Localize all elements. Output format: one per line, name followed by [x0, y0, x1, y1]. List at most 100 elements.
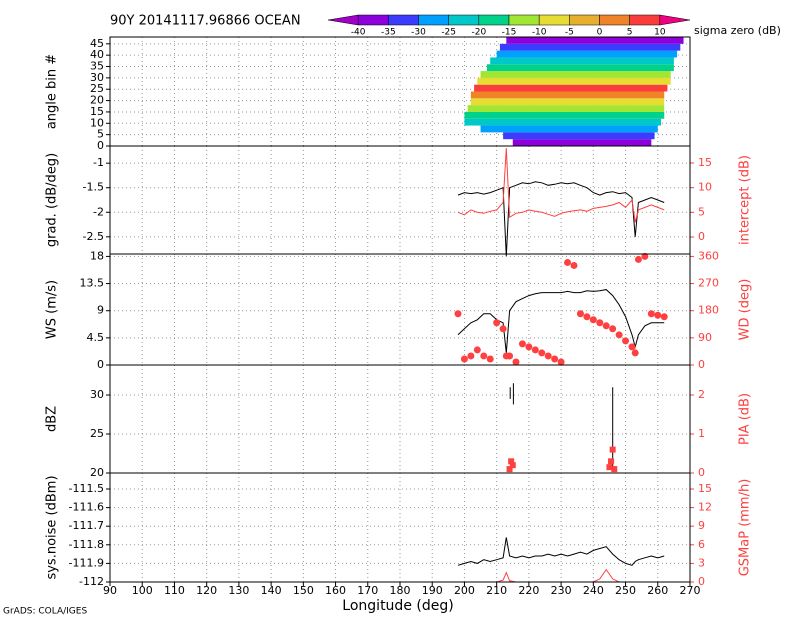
- y2-tick-label: 0: [698, 575, 705, 588]
- x-tick-label: 160: [325, 584, 346, 597]
- x-tick-label: 190: [422, 584, 443, 597]
- x-tick-label: 140: [261, 584, 282, 597]
- y-tick-label: 5: [97, 128, 104, 141]
- series-point: [622, 337, 630, 345]
- series-line: [457, 181, 665, 257]
- heat-cell: [480, 125, 658, 133]
- y-tick-label: 20: [90, 466, 104, 479]
- heat-cell: [474, 84, 668, 92]
- y-tick-label: 35: [90, 60, 104, 73]
- colorbar-label: -35: [381, 28, 396, 38]
- series-point: [518, 340, 526, 348]
- series-point: [512, 358, 520, 366]
- series-line: [457, 289, 665, 353]
- heat-cell: [464, 118, 661, 126]
- series-point: [589, 316, 597, 324]
- colorbar-box: [629, 14, 661, 26]
- y2-tick-label: 15: [698, 482, 712, 495]
- x-axis-label: Longitude (deg): [342, 598, 453, 614]
- colorbar-label: 10: [654, 28, 666, 38]
- x-tick-label: 220: [518, 584, 539, 597]
- heat-cell: [503, 132, 655, 140]
- y-tick-label: -111.6: [69, 501, 104, 514]
- series-point: [609, 446, 616, 453]
- series-point: [525, 343, 533, 351]
- series-point: [531, 346, 539, 354]
- y-tick-label: 15: [90, 105, 104, 118]
- x-tick-label: 260: [647, 584, 668, 597]
- y2-axis-label: intercept (dB): [738, 155, 753, 245]
- y2-axis-label: GSMaP (mm/h): [738, 479, 753, 577]
- series-point: [654, 311, 662, 319]
- x-tick-label: 130: [228, 584, 249, 597]
- y2-tick-label: 12: [698, 501, 712, 514]
- y-tick-label: -2.5: [83, 230, 104, 243]
- series-point: [615, 331, 623, 339]
- x-tick-label: 90: [103, 584, 117, 597]
- y2-axis-label: PIA (dB): [738, 393, 753, 445]
- colorbar-label: -30: [411, 28, 426, 38]
- x-tick-label: 120: [196, 584, 217, 597]
- y-tick-label: 25: [90, 427, 104, 440]
- colorbar-label: -40: [351, 28, 366, 38]
- x-tick-label: 170: [357, 584, 378, 597]
- colorbar-box: [418, 14, 449, 26]
- series-point: [454, 310, 462, 318]
- series-point: [606, 464, 613, 471]
- series-point: [641, 252, 649, 260]
- y-axis-label: angle bin #: [45, 54, 60, 129]
- x-tick-label: 150: [293, 584, 314, 597]
- y-axis-label: dBZ: [45, 406, 60, 432]
- series-point: [467, 352, 475, 360]
- colorbar-box: [448, 14, 480, 26]
- y2-axis-label: WD (deg): [738, 279, 753, 341]
- y-tick-label: -111.5: [69, 482, 104, 495]
- series-point: [634, 255, 642, 263]
- colorbar-label: -25: [441, 28, 456, 38]
- y-tick-label: 20: [90, 94, 104, 107]
- colorbar-title: sigma zero (dB): [694, 24, 781, 37]
- y-tick-label: 25: [90, 82, 104, 95]
- y2-tick-label: 1: [698, 427, 705, 440]
- colorbar-box: [357, 14, 389, 26]
- series-point: [506, 352, 514, 360]
- heat-cell: [490, 57, 674, 65]
- series-point: [602, 322, 610, 330]
- colorbar-box: [538, 14, 570, 26]
- y-tick-label: 45: [90, 37, 104, 50]
- y2-tick-label: 15: [698, 156, 712, 169]
- y2-tick-label: 3: [698, 556, 705, 569]
- series-point: [473, 346, 481, 354]
- y2-tick-label: 0: [698, 230, 705, 243]
- heat-cell: [487, 64, 674, 72]
- series-point: [583, 313, 591, 321]
- heat-cell: [470, 91, 665, 99]
- x-tick-label: 230: [551, 584, 572, 597]
- series-point: [628, 343, 636, 351]
- heat-cell: [499, 43, 681, 51]
- series-point: [506, 466, 513, 473]
- page-title: 90Y 20141117.96866 OCEAN: [110, 14, 301, 29]
- y-tick-label: 9: [97, 304, 104, 317]
- colorbar-box: [599, 14, 630, 26]
- heat-cell: [480, 71, 671, 78]
- y2-tick-label: 10: [698, 181, 712, 194]
- y-tick-label: -1.5: [83, 181, 104, 194]
- y2-tick-label: 270: [698, 277, 719, 290]
- y-axis-label: WS (m/s): [45, 280, 60, 339]
- series-line: [457, 537, 665, 566]
- x-tick-label: 180: [390, 584, 411, 597]
- series-point: [493, 319, 501, 327]
- colorbar-label: -20: [471, 28, 486, 38]
- series-point: [509, 462, 516, 469]
- y-tick-label: -112: [79, 575, 104, 588]
- colorbar-box: [508, 14, 540, 26]
- series-point: [608, 458, 615, 465]
- series-point: [538, 349, 546, 357]
- y-tick-label: 0: [97, 358, 104, 371]
- heat-cell: [464, 111, 665, 119]
- series-point: [564, 258, 572, 266]
- y2-tick-label: 0: [698, 358, 705, 371]
- y-tick-label: -2: [93, 205, 104, 218]
